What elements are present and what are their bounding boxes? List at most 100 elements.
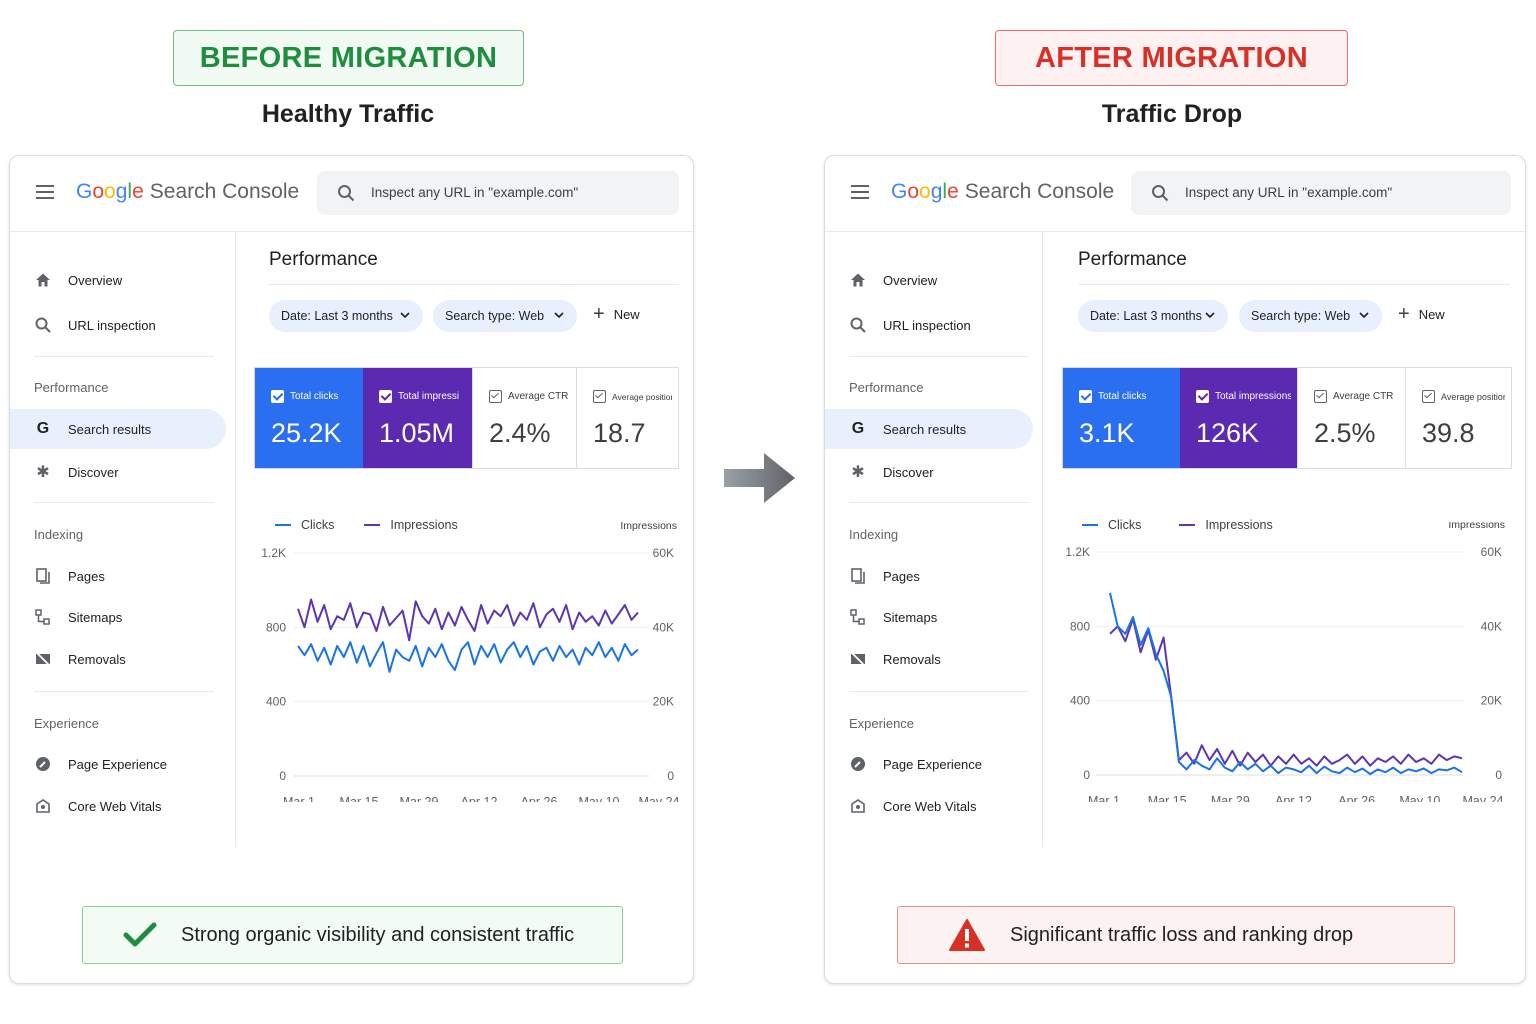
legend-swatch <box>1082 524 1098 526</box>
checkbox-icon <box>271 390 284 403</box>
section-performance: Performance <box>849 380 924 395</box>
section-experience: Experience <box>849 716 915 731</box>
nav-sitemaps[interactable]: Sitemaps <box>825 597 1041 637</box>
after-search-console-window: Google Search Console Inspect any URL in … <box>824 155 1526 984</box>
y-tick-label: 400 <box>266 695 286 709</box>
nav-sitemaps[interactable]: Sitemaps <box>10 597 226 637</box>
search-type-chip[interactable]: Search type: Web <box>433 300 577 332</box>
nav-url-inspection[interactable]: URL inspection <box>825 305 1041 345</box>
divider <box>34 691 214 692</box>
series-line-impressions <box>1109 617 1463 767</box>
x-tick-label: May 24 <box>1463 794 1504 802</box>
removals-icon <box>851 652 865 666</box>
metric-total-impressions[interactable]: Total impressi 1.05M <box>363 368 472 468</box>
nav-overview[interactable]: Overview <box>825 260 1041 300</box>
after-performance-chart: Impressions 0 400 800 1.2K 0 20K 40K 60K Mar 1 Mar… <box>1065 522 1505 802</box>
chevron-down-icon <box>554 312 564 319</box>
url-inspect-search[interactable]: Inspect any URL in "example.com" <box>317 171 679 215</box>
page-title: Performance <box>269 249 378 270</box>
metric-total-clicks[interactable]: Total clicks 25.2K <box>255 368 363 468</box>
home-icon <box>851 273 865 287</box>
date-filter-chip[interactable]: Date: Last 3 months <box>269 300 423 332</box>
checkbox-icon <box>593 390 606 403</box>
right-axis-title: Impressions <box>620 522 677 532</box>
nav-url-inspection[interactable]: URL inspection <box>10 305 226 345</box>
series-line-impressions <box>297 598 639 642</box>
nav-discover[interactable]: ✱ Discover <box>825 452 1041 492</box>
metric-total-clicks[interactable]: Total clicks 3.1K <box>1063 368 1180 468</box>
y2-tick-label: 20K <box>653 695 674 709</box>
chart-legend: Clicks Impressions <box>275 518 458 532</box>
checkbox-icon <box>1314 390 1327 403</box>
nav-discover[interactable]: ✱ Discover <box>10 452 226 492</box>
x-tick-label: Mar 1 <box>1088 794 1120 802</box>
y2-tick-label: 60K <box>1481 545 1502 559</box>
y-tick-label: 800 <box>1070 619 1090 633</box>
page-experience-icon <box>851 757 865 771</box>
before-search-console-window: Google Search Console Inspect any URL in … <box>9 155 694 984</box>
nav-removals[interactable]: Removals <box>825 639 1041 679</box>
y2-tick-label: 0 <box>1495 768 1502 782</box>
search-icon <box>35 317 51 333</box>
x-tick-label: Mar 29 <box>400 795 439 802</box>
nav-overview[interactable]: Overview <box>10 260 226 300</box>
date-filter-chip[interactable]: Date: Last 3 months <box>1078 300 1228 332</box>
y-tick-label: 1.2K <box>261 546 286 560</box>
search-type-chip[interactable]: Search type: Web <box>1239 300 1382 332</box>
metric-average-position[interactable]: Average position 39.8 <box>1405 368 1511 468</box>
nav-search-results[interactable]: G Search results <box>825 409 1033 449</box>
y2-tick-label: 40K <box>653 620 674 634</box>
warning-icon <box>949 919 985 951</box>
divider <box>34 502 214 503</box>
metric-average-ctr[interactable]: Average CTR 2.5% <box>1297 368 1405 468</box>
section-performance: Performance <box>34 380 109 395</box>
new-filter-button[interactable]: + New <box>1398 303 1445 325</box>
menu-icon[interactable] <box>36 185 54 199</box>
pages-icon <box>36 568 50 584</box>
menu-icon[interactable] <box>851 185 869 199</box>
before-summary-box: Strong organic visibility and consistent… <box>82 906 623 964</box>
before-performance-chart: Impressions 0 400 800 1.2K 0 20K 40K 60K Mar 1 Mar… <box>261 522 679 802</box>
nav-search-results[interactable]: G Search results <box>10 409 226 449</box>
metric-average-position[interactable]: Average position 18.7 <box>576 368 678 468</box>
legend-swatch <box>275 524 291 526</box>
topbar: Google Search Console Inspect any URL in … <box>10 156 693 232</box>
nav-page-experience[interactable]: Page Experience <box>825 744 1041 784</box>
search-placeholder: Inspect any URL in "example.com" <box>371 185 579 200</box>
search-placeholder: Inspect any URL in "example.com" <box>1185 185 1393 200</box>
nav-core-web-vitals[interactable]: Core Web Vitals <box>825 786 1041 826</box>
core-web-vitals-icon <box>36 799 50 813</box>
checkbox-icon <box>489 390 502 403</box>
pages-icon <box>851 568 865 584</box>
sidebar: Overview URL inspection Performance G Se… <box>10 232 236 847</box>
before-migration-banner: BEFORE MIGRATION <box>173 30 524 86</box>
x-tick-label: Mar 29 <box>1211 794 1250 802</box>
sidebar: Overview URL inspection Performance G Se… <box>825 232 1043 847</box>
nav-pages[interactable]: Pages <box>10 556 226 596</box>
legend-swatch <box>364 524 381 526</box>
metric-average-ctr[interactable]: Average CTR 2.4% <box>472 368 576 468</box>
x-tick-label: Mar 15 <box>1148 794 1187 802</box>
search-icon <box>338 185 355 202</box>
nav-pages[interactable]: Pages <box>825 556 1041 596</box>
metric-total-impressions[interactable]: Total impressions 126K <box>1180 368 1297 468</box>
series-line-clicks <box>1109 592 1463 776</box>
nav-page-experience[interactable]: Page Experience <box>10 744 226 784</box>
chevron-down-icon <box>400 312 410 319</box>
before-subtitle: Healthy Traffic <box>261 100 435 128</box>
new-filter-button[interactable]: + New <box>593 303 640 325</box>
x-tick-label: May 10 <box>579 795 620 802</box>
y-tick-label: 0 <box>279 769 286 783</box>
after-summary-box: Significant traffic loss and ranking dro… <box>897 906 1455 964</box>
x-tick-label: May 10 <box>1399 794 1440 802</box>
x-tick-label: Apr 12 <box>461 795 498 802</box>
nav-removals[interactable]: Removals <box>10 639 226 679</box>
search-console-logo[interactable]: Google Search Console <box>891 180 1115 203</box>
url-inspect-search[interactable]: Inspect any URL in "example.com" <box>1131 171 1511 215</box>
asterisk-icon: ✱ <box>851 464 865 481</box>
search-console-logo[interactable]: Google Search Console <box>76 180 300 203</box>
y2-tick-label: 60K <box>653 546 674 560</box>
nav-core-web-vitals[interactable]: Core Web Vitals <box>10 786 226 826</box>
core-web-vitals-icon <box>851 799 865 813</box>
page-experience-icon <box>36 757 50 771</box>
